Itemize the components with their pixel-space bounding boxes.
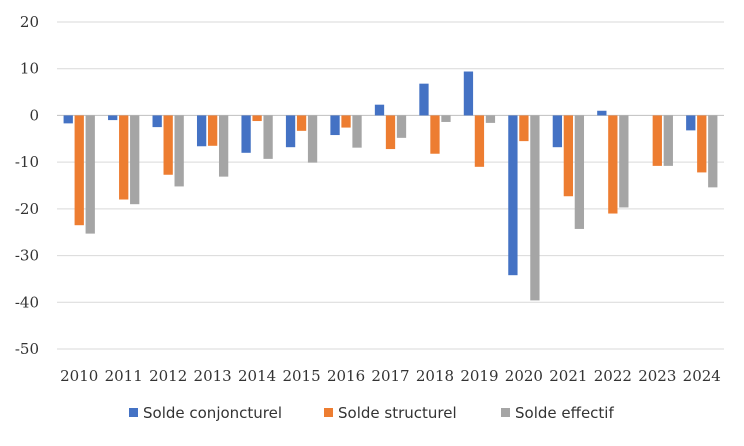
bars [63, 71, 718, 301]
bar-solde-structurel-2017 [385, 115, 396, 150]
bar-solde-effectif-2015 [307, 115, 318, 163]
bar-solde-conjoncturel-2016 [330, 115, 340, 136]
bar-solde-effectif-2016 [352, 115, 362, 148]
y-tick-label: 20 [20, 13, 39, 31]
bar-solde-effectif-2012 [174, 115, 184, 187]
x-tick-label: 2015 [282, 367, 320, 385]
x-tick-label: 2023 [638, 367, 676, 385]
bar-solde-effectif-2019 [485, 115, 496, 123]
bar-solde-structurel-2021 [563, 115, 574, 197]
legend-item: Solde conjoncturel [129, 404, 282, 422]
x-tick-label: 2021 [549, 367, 587, 385]
legend-swatch [501, 408, 510, 417]
bar-solde-structurel-2016 [341, 115, 351, 128]
bar-solde-effectif-2020 [530, 115, 540, 301]
bar-solde-conjoncturel-2012 [152, 115, 162, 128]
y-tick-label: -10 [15, 153, 39, 171]
legend-swatch [129, 408, 138, 417]
y-tick-label: 0 [29, 106, 39, 124]
y-tick-label: -30 [15, 247, 39, 265]
y-tick-label: -40 [15, 293, 39, 311]
bar-solde-effectif-2023 [663, 115, 673, 166]
legend-label: Solde effectif [515, 404, 614, 422]
bar-solde-effectif-2024 [708, 115, 718, 188]
bar-solde-conjoncturel-2014 [241, 115, 251, 153]
x-tick-label: 2014 [238, 367, 276, 385]
bar-solde-structurel-2020 [519, 115, 529, 142]
bar-solde-effectif-2017 [396, 115, 407, 138]
bar-solde-effectif-2011 [130, 115, 140, 205]
bar-solde-structurel-2015 [296, 115, 307, 131]
bar-solde-structurel-2018 [430, 115, 440, 154]
y-tick-label: 10 [20, 60, 39, 78]
bar-solde-conjoncturel-2010 [63, 115, 73, 124]
x-tick-label: 2012 [149, 367, 187, 385]
bar-solde-effectif-2013 [218, 115, 229, 177]
legend-label: Solde conjoncturel [143, 404, 282, 422]
x-tick-label: 2018 [416, 367, 454, 385]
bar-solde-conjoncturel-2021 [552, 115, 563, 148]
bar-solde-conjoncturel-2015 [285, 115, 296, 148]
bar-solde-conjoncturel-2017 [374, 104, 385, 116]
bar-solde-conjoncturel-2020 [508, 115, 518, 276]
bar-solde-structurel-2011 [119, 115, 129, 200]
x-tick-label: 2011 [105, 367, 143, 385]
x-axis-ticks: 2010 2011 2012 2013 2014 2015 2016 2017 2018 2019… [60, 367, 721, 385]
bar-solde-conjoncturel-2024 [686, 115, 696, 131]
bar-solde-structurel-2013 [207, 115, 218, 146]
x-tick-label: 2017 [371, 367, 409, 385]
bar-solde-structurel-2022 [608, 115, 618, 214]
x-tick-label: 2016 [327, 367, 365, 385]
bar-solde-structurel-2024 [697, 115, 707, 173]
bar-solde-effectif-2021 [574, 115, 585, 229]
legend-swatch [324, 408, 333, 417]
legend: Solde conjoncturel Solde structurel Solde … [129, 404, 614, 422]
x-tick-label: 2013 [194, 367, 232, 385]
legend-label: Solde structurel [338, 404, 457, 422]
bar-solde-conjoncturel-2011 [108, 115, 118, 121]
bar-solde-conjoncturel-2022 [597, 110, 607, 116]
y-tick-label: -20 [15, 200, 39, 218]
bar-solde-effectif-2022 [619, 115, 629, 208]
x-tick-label: 2022 [594, 367, 632, 385]
x-tick-label: 2024 [683, 367, 721, 385]
y-axis-ticks: 20 10 0 -10 -20 -30 -40 -50 [15, 13, 39, 358]
x-tick-label: 2010 [60, 367, 98, 385]
bar-solde-effectif-2010 [85, 115, 95, 234]
x-tick-label: 2019 [460, 367, 498, 385]
bar-solde-structurel-2023 [652, 115, 662, 166]
bar-solde-structurel-2012 [163, 115, 173, 175]
bar-solde-effectif-2014 [263, 115, 273, 159]
legend-item: Solde effectif [501, 404, 614, 422]
bar-solde-structurel-2010 [74, 115, 84, 226]
bar-solde-conjoncturel-2018 [419, 83, 429, 116]
bar-solde-conjoncturel-2019 [463, 71, 474, 116]
bar-solde-structurel-2019 [474, 115, 485, 167]
bar-solde-conjoncturel-2013 [196, 115, 207, 147]
x-tick-label: 2020 [505, 367, 543, 385]
bar-solde-structurel-2014 [252, 115, 262, 122]
y-tick-label: -50 [15, 340, 39, 358]
legend-item: Solde structurel [324, 404, 457, 422]
bar-solde-effectif-2018 [441, 115, 451, 122]
